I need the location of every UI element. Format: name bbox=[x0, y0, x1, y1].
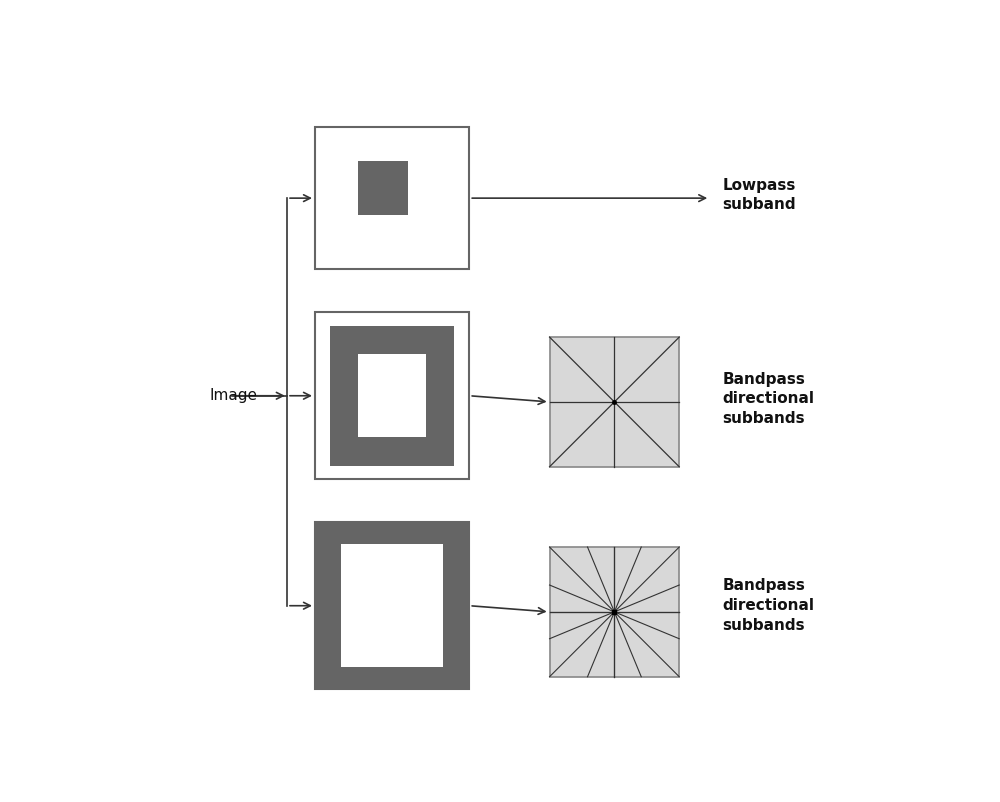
Bar bbox=[358, 161, 408, 215]
Bar bbox=[550, 547, 679, 677]
Bar bbox=[330, 326, 454, 466]
Text: Lowpass
subband: Lowpass subband bbox=[722, 178, 796, 213]
Bar bbox=[550, 337, 679, 467]
Bar bbox=[358, 354, 426, 437]
Text: Bandpass
directional
subbands: Bandpass directional subbands bbox=[722, 578, 814, 633]
Text: Bandpass
directional
subbands: Bandpass directional subbands bbox=[722, 371, 814, 426]
Bar bbox=[341, 544, 443, 667]
Bar bbox=[315, 522, 469, 689]
Text: Image: Image bbox=[210, 388, 258, 403]
Bar bbox=[315, 313, 469, 479]
Bar bbox=[315, 128, 469, 269]
